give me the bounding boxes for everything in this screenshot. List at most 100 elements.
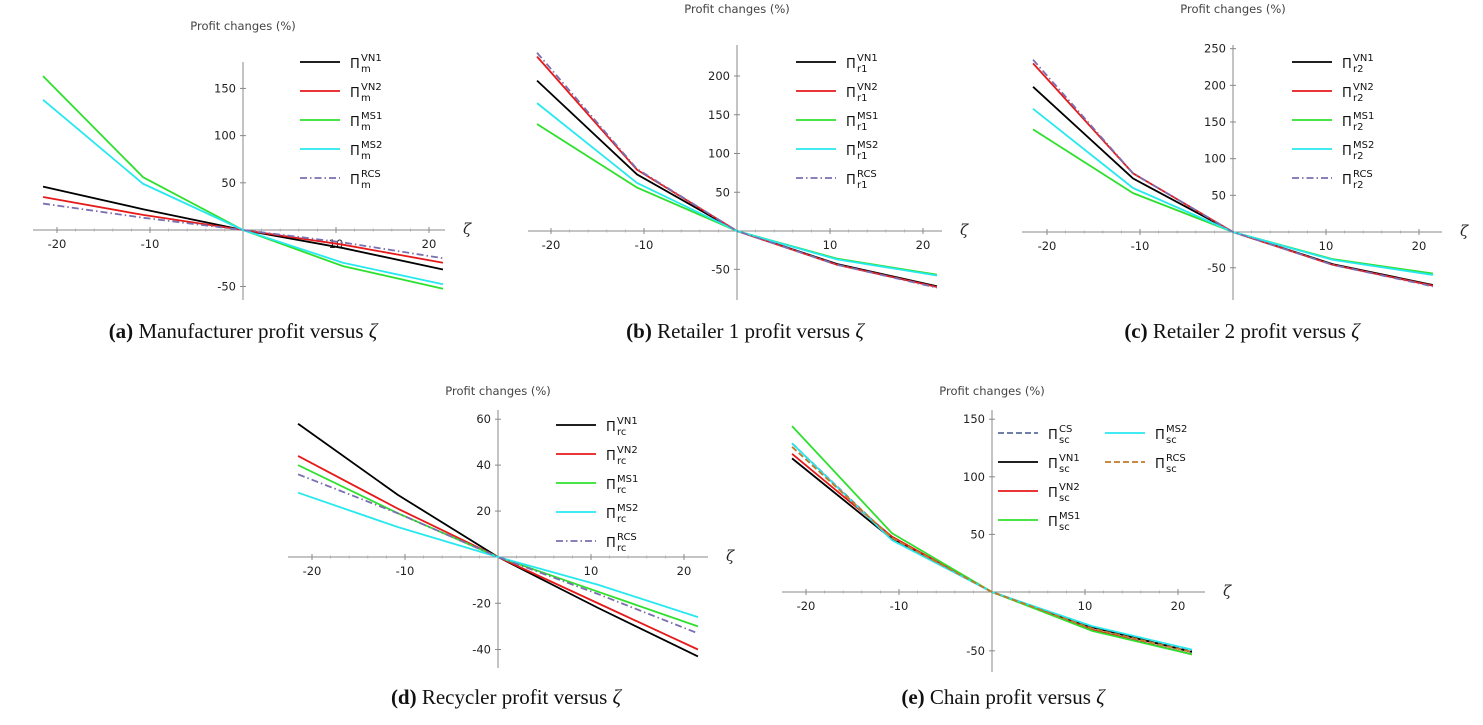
legend-label: Π <box>846 173 856 188</box>
y-tick-label: 150 <box>1204 115 1226 129</box>
caption-symbol: ζ <box>613 685 623 709</box>
y-tick-label: 100 <box>963 470 985 484</box>
legend-label: Π <box>846 86 856 101</box>
series-line-rcs <box>791 446 1193 653</box>
legend-label: Π <box>1342 86 1352 101</box>
y-tick-label: -50 <box>711 262 730 276</box>
legend-label: Π <box>1048 457 1058 472</box>
legend-label: Π <box>846 144 856 159</box>
series-line-rcs <box>536 52 938 289</box>
legend-superscript: MS2 <box>857 140 878 151</box>
legend-subscript: rc <box>617 456 626 467</box>
legend-label: Π <box>1342 144 1352 159</box>
legend-label: Π <box>350 115 360 130</box>
y-tick-label: 50 <box>970 527 985 541</box>
legend-superscript: RCS <box>361 169 381 180</box>
caption-symbol: ζ <box>1351 319 1361 343</box>
caption-symbol: ζ <box>1096 685 1106 709</box>
x-tick-label: -10 <box>141 237 160 251</box>
legend-subscript: r1 <box>857 122 867 133</box>
legend-subscript: r2 <box>1353 64 1363 75</box>
legend-superscript: VN1 <box>361 53 382 64</box>
legend-subscript: rc <box>617 485 626 496</box>
x-tick-label: -20 <box>797 599 816 613</box>
y-tick-label: -50 <box>1207 261 1226 275</box>
legend-superscript: VN2 <box>361 82 382 93</box>
legend-subscript: sc <box>1059 435 1070 446</box>
x-tick-label: 10 <box>1078 599 1093 613</box>
y-tick-label: 20 <box>476 504 491 518</box>
chart-panel-e: -20 -10 10 20 -50 50 100 150 Profit changes (%) ζ… <box>782 384 1232 709</box>
legend-label: Π <box>1048 486 1058 501</box>
legend-subscript: rc <box>617 427 626 438</box>
legend-superscript: MS2 <box>1353 140 1374 151</box>
caption-letter: (a) <box>109 319 139 343</box>
legend-superscript: MS1 <box>361 111 382 122</box>
y-tick-label: 50 <box>715 185 730 199</box>
y-axis-title: Profit changes (%) <box>190 19 296 33</box>
legend-subscript: r1 <box>857 151 867 162</box>
caption-symbol: ζ <box>369 319 379 343</box>
legend-label: Π <box>350 144 360 159</box>
legend-subscript: sc <box>1059 493 1070 504</box>
x-tick-label: 10 <box>584 564 599 578</box>
legend-superscript: VN2 <box>857 82 878 93</box>
y-tick-label: -40 <box>472 643 491 657</box>
x-tick-label: 20 <box>1412 239 1427 253</box>
x-tick-label: -10 <box>1131 239 1150 253</box>
legend-label: Π <box>1155 428 1165 443</box>
y-tick-label: -20 <box>472 596 491 610</box>
y-tick-label: 200 <box>708 69 730 83</box>
y-tick-label: 100 <box>214 129 236 143</box>
legend-superscript: VN2 <box>617 445 638 456</box>
panel-caption: (e) Chain profit versus ζ <box>901 685 1106 709</box>
x-axis-title: ζ <box>1223 582 1232 600</box>
x-axis-title: ζ <box>726 547 735 565</box>
legend-label: Π <box>606 507 616 522</box>
legend-label: Π <box>606 420 616 435</box>
legend-superscript: VN1 <box>1353 53 1374 64</box>
legend-label: Π <box>606 449 616 464</box>
legend-superscript: MS2 <box>361 140 382 151</box>
y-axis-title: Profit changes (%) <box>445 384 551 398</box>
y-tick-label: 150 <box>214 81 236 95</box>
y-tick-label: 40 <box>476 458 491 472</box>
legend-label: Π <box>1342 57 1352 72</box>
legend-subscript: r2 <box>1353 180 1363 191</box>
legend-subscript: m <box>361 64 371 75</box>
legend-superscript: MS1 <box>857 111 878 122</box>
legend-superscript: MS1 <box>617 474 638 485</box>
caption-text: Retailer 2 profit versus <box>1153 319 1351 343</box>
legend-label: Π <box>606 536 616 551</box>
x-axis-title: ζ <box>960 221 969 239</box>
series-line-rcs <box>297 473 699 635</box>
y-tick-label: 150 <box>963 412 985 426</box>
caption-text: Retailer 1 profit versus <box>657 319 855 343</box>
legend-label: Π <box>350 173 360 188</box>
legend-subscript: m <box>361 151 371 162</box>
caption-text: Manufacturer profit versus <box>138 319 368 343</box>
legend-subscript: sc <box>1059 522 1070 533</box>
panel-caption: (b) Retailer 1 profit versus ζ <box>626 319 865 343</box>
caption-text: Recycler profit versus <box>422 685 613 709</box>
x-tick-label: 20 <box>677 564 692 578</box>
y-tick-label: 250 <box>1204 42 1226 56</box>
panel-caption: (c) Retailer 2 profit versus ζ <box>1124 319 1361 343</box>
legend-subscript: m <box>361 93 371 104</box>
legend-subscript: sc <box>1059 464 1070 475</box>
legend-superscript: CS <box>1059 424 1072 435</box>
legend-superscript: VN1 <box>857 53 878 64</box>
legend-subscript: r2 <box>1353 122 1363 133</box>
x-tick-label: 20 <box>916 238 931 252</box>
legend-subscript: r2 <box>1353 93 1363 104</box>
legend-subscript: r2 <box>1353 151 1363 162</box>
legend-subscript: rc <box>617 543 626 554</box>
legend-superscript: VN1 <box>617 416 638 427</box>
x-tick-label: -10 <box>396 564 415 578</box>
legend-label: Π <box>846 115 856 130</box>
y-axis-title: Profit changes (%) <box>684 2 790 16</box>
